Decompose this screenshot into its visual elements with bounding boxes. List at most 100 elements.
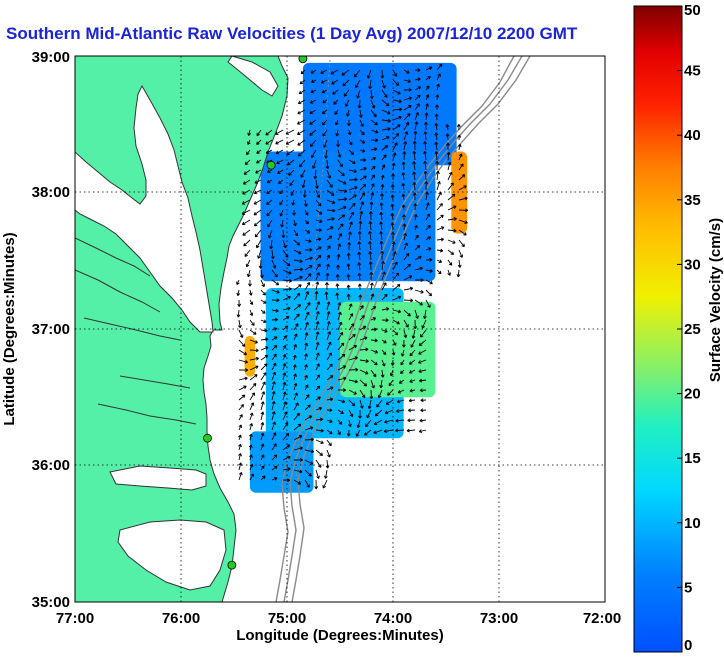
velocity-arrow (333, 99, 339, 105)
velocity-arrow (348, 194, 357, 201)
velocity-arrow (249, 299, 254, 305)
velocity-arrow (380, 250, 385, 261)
velocity-arrow (279, 189, 284, 195)
velocity-arrow (389, 369, 394, 377)
velocity-arrow (346, 263, 351, 271)
velocity-arrow (370, 147, 378, 152)
velocity-arrow (304, 374, 308, 381)
velocity-arrow (403, 87, 412, 92)
radar-site-marker (203, 433, 212, 443)
velocity-arrow (348, 399, 356, 407)
velocity-arrow (337, 243, 342, 251)
velocity-arrow (260, 279, 265, 288)
velocity-arrow (370, 327, 377, 332)
velocity-arrow (370, 99, 376, 109)
velocity-arrow (267, 169, 273, 174)
velocity-arrow (275, 129, 284, 135)
velocity-arrow (293, 458, 303, 462)
velocity-arrow (379, 202, 384, 211)
velocity-arrow (293, 373, 297, 381)
velocity-arrow (369, 271, 374, 281)
velocity-arrow (421, 319, 427, 329)
velocity-arrow (315, 352, 320, 361)
velocity-arrow (271, 421, 276, 431)
velocity-arrow (414, 299, 423, 306)
velocity-arrow (315, 281, 320, 291)
velocity-arrow (337, 399, 346, 404)
velocity-arrow (388, 379, 394, 387)
velocity-arrow (326, 419, 333, 423)
velocity-arrow (326, 331, 332, 341)
velocity-arrow (292, 354, 297, 361)
colorbar-tick-label: 40 (684, 127, 701, 144)
velocity-arrow (348, 177, 358, 182)
velocity-arrow (412, 140, 417, 151)
velocity-arrow (336, 264, 340, 270)
velocity-arrow (265, 139, 273, 145)
velocity-arrow (244, 159, 251, 166)
velocity-arrow (413, 203, 418, 211)
velocity-arrow (414, 266, 423, 271)
velocity-arrow (348, 211, 354, 221)
velocity-arrow (297, 129, 306, 135)
velocity-arrow (315, 179, 319, 189)
velocity-arrow (282, 316, 290, 321)
velocity-arrow (359, 175, 367, 181)
velocity-arrow (337, 409, 344, 414)
velocity-arrow (369, 389, 374, 400)
velocity-arrow (315, 199, 322, 207)
velocity-arrow (346, 109, 350, 117)
velocity-arrow (458, 174, 466, 181)
velocity-arrow (370, 349, 379, 354)
velocity-arrow (425, 85, 430, 91)
velocity-arrow (403, 242, 408, 251)
velocity-arrow (381, 135, 390, 141)
velocity-arrow (326, 449, 331, 458)
velocity-arrow (392, 329, 399, 336)
velocity-arrow (379, 221, 383, 231)
velocity-arrow (420, 329, 427, 338)
colorbar-tick-label: 20 (684, 386, 701, 403)
velocity-arrow (242, 229, 251, 236)
velocity-arrow (293, 275, 303, 281)
velocity-arrow (348, 303, 353, 311)
velocity-arrow (282, 269, 292, 275)
velocity-arrow (348, 419, 352, 428)
velocity-arrow (370, 379, 375, 389)
y-axis-label: Latitude (Degrees:Minutes) (1, 232, 18, 425)
velocity-arrow (401, 339, 406, 348)
land-mass (75, 56, 289, 602)
velocity-arrow (292, 210, 296, 216)
velocity-arrow (254, 179, 262, 184)
velocity-arrow (346, 274, 351, 281)
velocity-arrow (266, 179, 273, 184)
velocity-arrow (387, 389, 394, 396)
velocity-arrow (249, 339, 258, 344)
velocity-arrow (282, 295, 291, 301)
velocity-arrow (304, 342, 309, 351)
velocity-arrow (381, 89, 388, 98)
velocity-arrow (418, 359, 427, 364)
velocity-arrow (304, 404, 311, 411)
x-axis: 77:00 76:00 75:00 74:00 73:00 72:00 Long… (56, 610, 621, 644)
velocity-arrow (370, 165, 376, 171)
velocity-arrow (253, 209, 262, 216)
velocity-arrow (347, 129, 352, 136)
velocity-arrow (381, 329, 388, 333)
velocity-arrow (271, 336, 278, 341)
x-tick-label: 77:00 (56, 610, 94, 627)
velocity-arrow (249, 402, 255, 411)
velocity-arrow (370, 138, 379, 143)
velocity-arrow (423, 160, 428, 171)
velocity-arrow (381, 349, 387, 356)
velocity-arrow (304, 469, 312, 477)
velocity-arrow (238, 376, 248, 381)
velocity-arrow (367, 399, 372, 410)
velocity-arrow (335, 129, 340, 137)
velocity-arrow (403, 232, 408, 241)
velocity-arrow (337, 321, 343, 331)
velocity-arrow (337, 223, 344, 231)
velocity-arrow (409, 388, 416, 393)
velocity-arrow (348, 379, 358, 384)
velocity-arrow (434, 122, 439, 131)
